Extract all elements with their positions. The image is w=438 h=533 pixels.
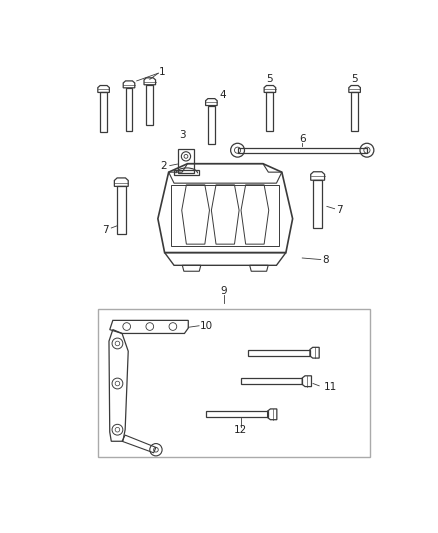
Text: 4: 4 xyxy=(219,90,226,100)
Text: 7: 7 xyxy=(102,224,109,235)
Bar xyxy=(314,180,322,228)
Text: 5: 5 xyxy=(351,75,358,84)
Text: 12: 12 xyxy=(234,425,247,435)
Bar xyxy=(240,378,302,384)
Bar xyxy=(206,411,268,417)
Text: 1: 1 xyxy=(159,67,166,77)
Text: 3: 3 xyxy=(180,130,186,140)
Text: 8: 8 xyxy=(322,255,328,265)
Bar xyxy=(237,148,367,153)
Text: 10: 10 xyxy=(199,321,212,331)
Bar xyxy=(117,187,126,234)
Text: 7: 7 xyxy=(336,205,343,215)
Bar xyxy=(100,92,107,133)
Bar xyxy=(351,92,358,131)
Text: 11: 11 xyxy=(324,382,337,392)
Bar xyxy=(177,149,194,173)
Text: 9: 9 xyxy=(220,286,227,296)
Bar xyxy=(208,106,215,144)
Bar xyxy=(266,92,273,131)
Bar xyxy=(98,309,370,457)
Text: 5: 5 xyxy=(267,75,273,84)
Text: 6: 6 xyxy=(299,134,306,144)
Bar xyxy=(126,88,132,131)
Bar xyxy=(248,350,310,356)
Bar xyxy=(146,85,153,125)
Text: 2: 2 xyxy=(160,161,167,172)
